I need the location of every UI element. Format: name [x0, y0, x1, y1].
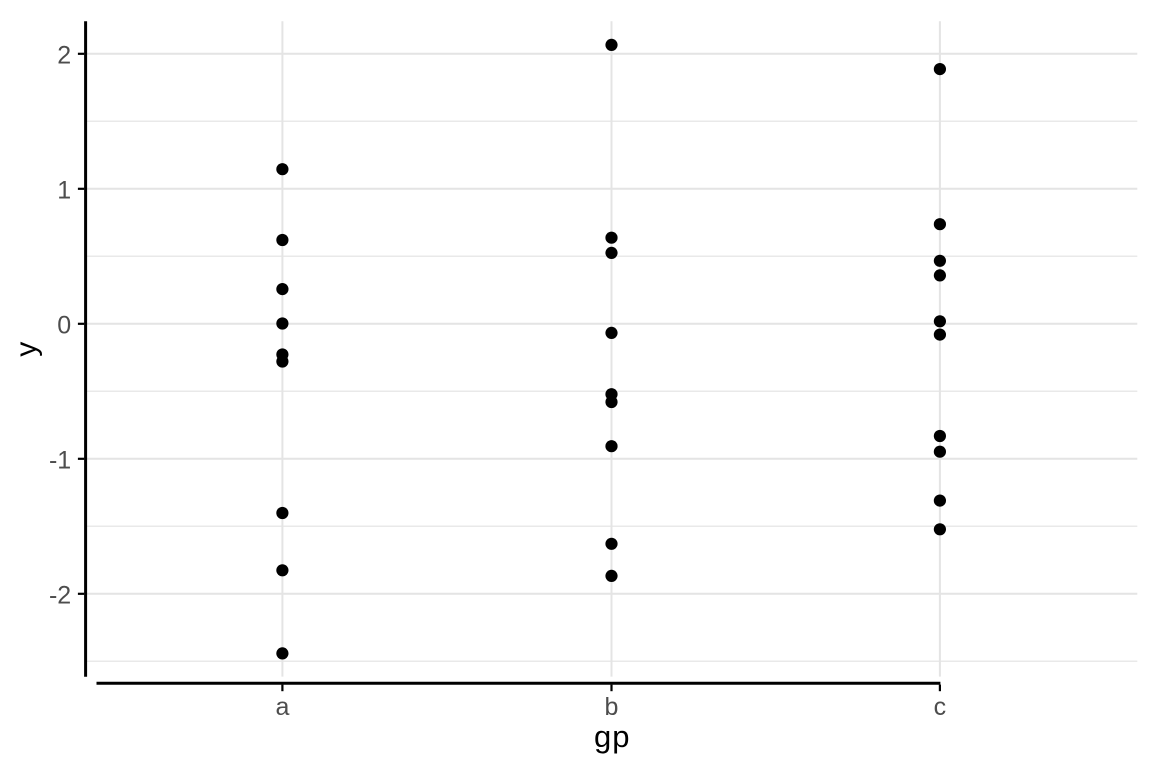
svg-text:gp: gp — [594, 719, 630, 754]
svg-text:y: y — [10, 342, 43, 357]
svg-text:-2: -2 — [49, 581, 71, 609]
svg-text:0: 0 — [57, 311, 71, 339]
svg-text:c: c — [934, 693, 947, 721]
svg-text:a: a — [275, 693, 289, 721]
svg-text:b: b — [605, 693, 619, 721]
svg-text:1: 1 — [57, 176, 71, 204]
svg-text:-1: -1 — [49, 446, 71, 474]
svg-text:2: 2 — [57, 41, 71, 69]
